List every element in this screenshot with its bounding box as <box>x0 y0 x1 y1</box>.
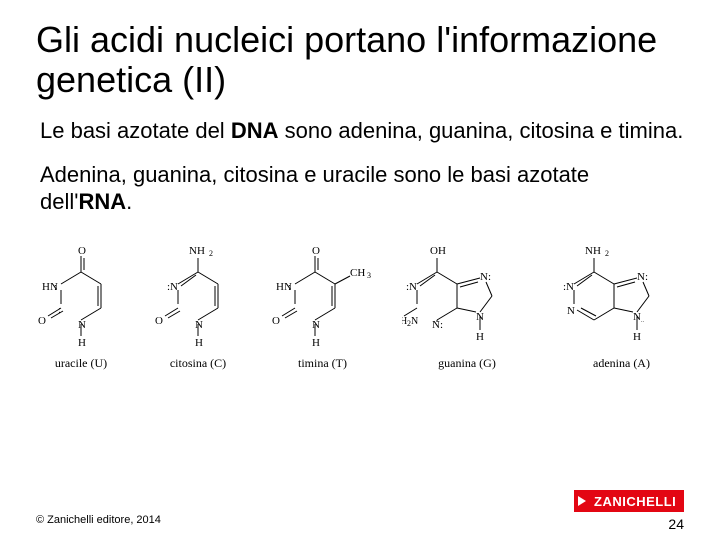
svg-text:CH: CH <box>350 267 365 279</box>
svg-text:2: 2 <box>209 249 213 258</box>
svg-text::: : <box>54 281 57 293</box>
guanina-label: guanina (G) <box>438 356 496 371</box>
svg-text::N: :N <box>167 281 178 293</box>
svg-text::N: :N <box>563 281 574 293</box>
svg-text:3: 3 <box>367 271 371 280</box>
svg-text:H: H <box>476 331 484 343</box>
adenina-structure: NH 2 :N N N: N .. H <box>559 242 684 352</box>
svg-text::: : <box>288 281 291 293</box>
uracile-label: uracile (U) <box>55 356 107 371</box>
svg-text:N: N <box>195 319 203 331</box>
svg-text:2: 2 <box>605 249 609 258</box>
svg-text:NH: NH <box>585 245 601 257</box>
svg-text:O: O <box>38 315 46 327</box>
svg-text:O: O <box>272 315 280 327</box>
para2-bold: RNA <box>78 189 126 214</box>
guanina-structure: OH :N H2N N: N: N H <box>402 242 532 352</box>
molecule-citosina: NH 2 :N O N H citosina (C) <box>153 242 243 371</box>
svg-text:O: O <box>155 315 163 327</box>
citosina-label: citosina (C) <box>170 356 226 371</box>
svg-text:OH: OH <box>430 245 446 257</box>
molecule-timina: O HN : CH3 O N H timina (T) <box>270 242 375 371</box>
para1-pre: Le basi azotate del <box>40 118 231 143</box>
molecule-guanina: OH :N H2N N: N: N H guanina (G) <box>402 242 532 371</box>
molecule-row: O HN O : : N H uracile (U) <box>36 232 684 371</box>
timina-structure: O HN : CH3 O N H <box>270 242 375 352</box>
svg-text:H: H <box>633 331 641 343</box>
svg-text:N: N <box>411 316 418 327</box>
svg-text::N: :N <box>406 281 417 293</box>
svg-text:N:: N: <box>637 271 648 283</box>
svg-text:N: N <box>633 311 641 323</box>
para2-post: . <box>126 189 132 214</box>
svg-text:O: O <box>78 245 86 257</box>
citosina-structure: NH 2 :N O N H <box>153 242 243 352</box>
svg-text:N: N <box>78 319 86 331</box>
molecule-uracile: O HN O : : N H uracile (U) <box>36 242 126 371</box>
svg-text:NH: NH <box>189 245 205 257</box>
uracile-structure: O HN O : : N H <box>36 242 126 352</box>
svg-text:N: N <box>476 311 484 323</box>
copyright-footer: © Zanichelli editore, 2014 <box>36 514 161 526</box>
page-number: 24 <box>668 516 684 532</box>
timina-label: timina (T) <box>298 356 347 371</box>
svg-text:N:: N: <box>480 271 491 283</box>
para1-bold: DNA <box>231 118 279 143</box>
adenina-label: adenina (A) <box>593 356 650 371</box>
molecule-adenina: NH 2 :N N N: N .. H adenina (A) <box>559 242 684 371</box>
svg-text::: : <box>58 304 61 316</box>
para1-post: sono adenina, guanina, citosina e timina… <box>278 118 683 143</box>
svg-text:..: .. <box>641 318 645 324</box>
svg-text:N: N <box>567 305 575 317</box>
logo-text: ZANICHELLI <box>594 494 676 509</box>
paragraph-2: Adenina, guanina, citosina e uracile son… <box>36 161 684 216</box>
slide-title: Gli acidi nucleici portano l'informazion… <box>36 20 684 99</box>
svg-text:O: O <box>312 245 320 257</box>
svg-text:N: N <box>312 319 320 331</box>
zanichelli-logo: ZANICHELLI <box>574 490 684 512</box>
svg-text:H: H <box>312 337 320 349</box>
svg-text:H: H <box>78 337 86 349</box>
paragraph-1: Le basi azotate del DNA sono adenina, gu… <box>36 117 684 145</box>
svg-text:H: H <box>195 337 203 349</box>
